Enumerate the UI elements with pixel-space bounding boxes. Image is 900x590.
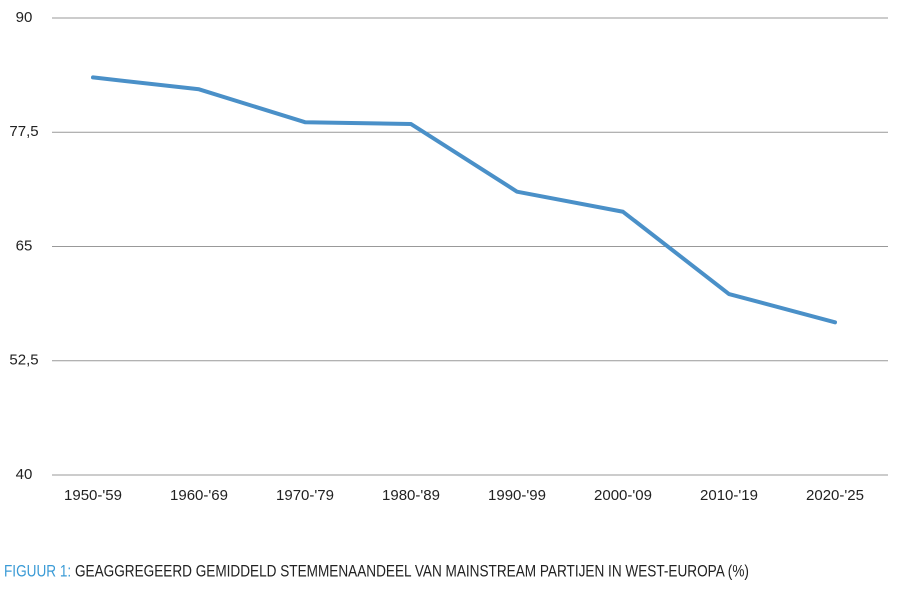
y-tick-label: 77,5 — [9, 123, 38, 140]
chart-title: GEAGGREGEERD GEMIDDELD STEMMENAANDEEL VA… — [75, 562, 749, 581]
y-tick-label: 52,5 — [9, 352, 38, 369]
x-tick-label: 1960-'69 — [170, 487, 228, 504]
figure-label: FIGUUR 1: — [4, 562, 71, 581]
x-tick-label: 1980-'89 — [382, 487, 440, 504]
y-tick-label: 90 — [16, 9, 33, 26]
x-tick-label: 1990-'99 — [488, 487, 546, 504]
x-tick-label: 2020-'25 — [806, 487, 864, 504]
line — [91, 75, 837, 325]
x-tick-label: 2010-'19 — [700, 487, 758, 504]
y-tick-label: 65 — [16, 237, 33, 254]
x-tick-label: 2000-'09 — [594, 487, 652, 504]
caption-text: FIGUUR 1: GEAGGREGEERD GEMIDDELD STEMMEN… — [4, 562, 749, 581]
x-tick-label: 1950-'59 — [64, 487, 122, 504]
caption: FIGUUR 1: GEAGGREGEERD GEMIDDELD STEMMEN… — [4, 562, 749, 581]
y-tick-label: 40 — [16, 466, 33, 483]
x-tick-label: 1970-'79 — [276, 487, 334, 504]
